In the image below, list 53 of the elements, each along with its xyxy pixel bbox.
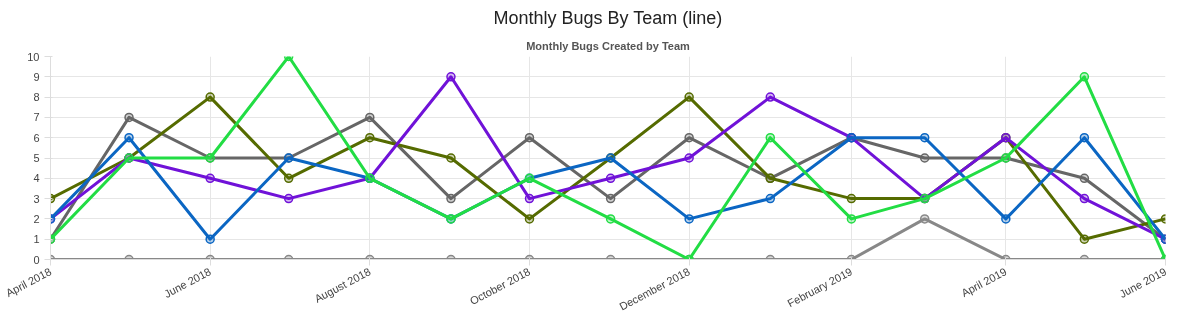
- y-tick-label: 10: [27, 50, 40, 63]
- point: [846, 193, 857, 204]
- point: [684, 153, 694, 163]
- point: [446, 153, 456, 163]
- point: [1079, 132, 1090, 143]
- y-tick-label: 9: [33, 70, 40, 83]
- point: [283, 193, 294, 204]
- point: [524, 132, 535, 143]
- point: [1079, 173, 1090, 184]
- point: [1001, 214, 1011, 224]
- y-tick-label: 3: [33, 192, 40, 205]
- point: [765, 132, 776, 143]
- x-tick-label: April 2018: [3, 265, 54, 300]
- x-tick-label: April 2019: [959, 265, 1009, 300]
- chart-subtitle: Monthly Bugs Created by Team: [526, 39, 691, 52]
- point: [919, 132, 930, 143]
- point: [283, 173, 294, 184]
- point: [684, 132, 694, 143]
- point: [365, 112, 375, 123]
- point: [446, 193, 456, 204]
- chart-title: Monthly Bugs By Team (line): [493, 7, 723, 28]
- point: [765, 193, 776, 204]
- point: [605, 214, 616, 224]
- x-tick-label: June 2018: [161, 265, 213, 300]
- point: [365, 132, 375, 143]
- point: [1079, 193, 1090, 204]
- y-tick-label: 1: [33, 233, 40, 246]
- point: [919, 153, 930, 163]
- point: [1079, 234, 1090, 244]
- point: [684, 92, 694, 102]
- point: [124, 132, 134, 143]
- y-tick-label: 6: [33, 131, 40, 144]
- point: [919, 214, 930, 224]
- point: [205, 92, 215, 102]
- point: [205, 173, 215, 184]
- point: [605, 173, 616, 184]
- point: [846, 214, 857, 224]
- y-tick-label: 7: [33, 111, 40, 124]
- point: [1079, 72, 1090, 82]
- y-tick-label: 8: [33, 91, 40, 104]
- point: [124, 112, 134, 123]
- point: [605, 193, 616, 204]
- y-tick-label: 2: [33, 212, 40, 225]
- point: [765, 92, 776, 102]
- point: [446, 72, 456, 82]
- y-tick-label: 5: [33, 152, 40, 164]
- y-tick-label: 4: [33, 172, 40, 185]
- x-tick-label: June 2019: [1117, 265, 1169, 300]
- y-tick-label: 0: [33, 253, 40, 266]
- point: [684, 214, 694, 224]
- point: [205, 234, 215, 244]
- point: [524, 214, 535, 224]
- point: [524, 193, 535, 204]
